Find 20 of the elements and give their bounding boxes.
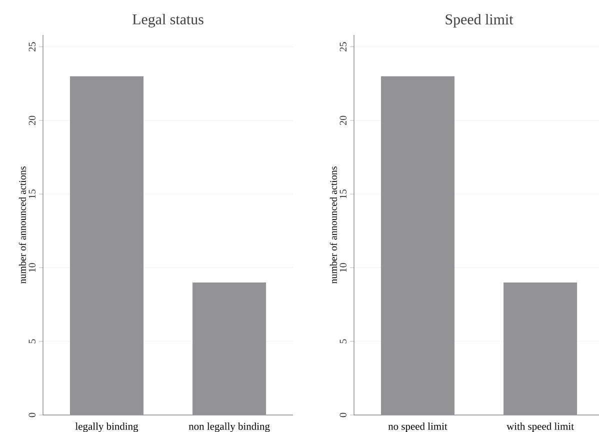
chart-title: Legal status	[132, 14, 204, 28]
x-tick-label: with speed limit	[506, 422, 574, 432]
y-tick-label: 5	[340, 339, 346, 344]
y-tick-label: 20	[340, 116, 346, 125]
y-tick-label: 10	[28, 263, 36, 272]
x-tick-label: legally binding	[75, 422, 138, 432]
y-tick-label: 25	[340, 42, 346, 52]
y-tick-label: 20	[28, 116, 36, 125]
y-tick-label: 0	[340, 412, 346, 418]
y-tick-label: 15	[28, 189, 36, 198]
y-tick-label: 5	[28, 339, 36, 344]
y-tick-label: 0	[28, 412, 36, 418]
y-tick-label: 15	[340, 189, 346, 198]
chart-title: Speed limit	[446, 14, 514, 28]
y-tick-label: 25	[28, 42, 36, 52]
y-axis-title: number of announced actions	[330, 166, 337, 284]
x-tick-label: non legally binding	[188, 422, 270, 432]
x-tick-label: no speed limit	[388, 422, 448, 432]
y-tick-label: 10	[340, 263, 346, 272]
y-axis-title: number of announced actions	[18, 166, 26, 284]
